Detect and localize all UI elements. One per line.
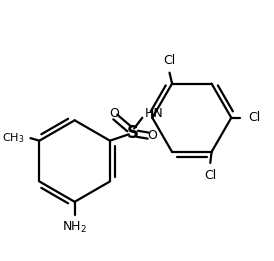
Text: Cl: Cl xyxy=(163,54,176,67)
Text: Cl: Cl xyxy=(204,169,216,181)
Text: NH$_2$: NH$_2$ xyxy=(62,220,87,235)
Text: S: S xyxy=(127,124,139,142)
Text: HN: HN xyxy=(144,108,163,120)
Text: Cl: Cl xyxy=(248,111,260,124)
Text: O: O xyxy=(109,108,119,120)
Text: O: O xyxy=(147,129,157,142)
Text: CH$_3$: CH$_3$ xyxy=(2,131,24,145)
